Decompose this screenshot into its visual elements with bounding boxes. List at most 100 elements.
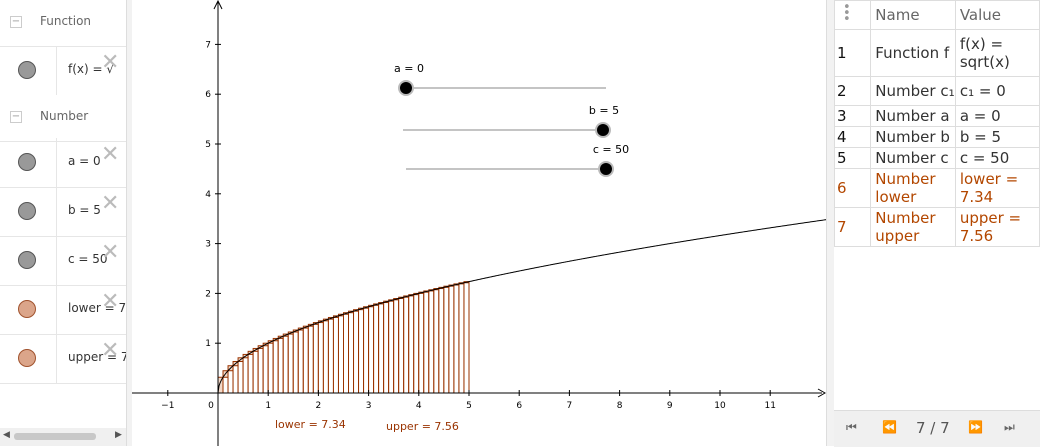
panel-divider[interactable]	[126, 0, 133, 446]
slider-knob[interactable]	[597, 124, 609, 136]
name-cell[interactable]: Number c₁	[870, 76, 956, 106]
row-header[interactable]: 5	[833, 147, 872, 169]
algebra-item-text[interactable]: a = 0	[68, 154, 101, 168]
scroll-left-icon[interactable]: ◀	[3, 430, 10, 440]
delete-icon[interactable]: ✕	[101, 240, 120, 265]
lower-sum-bar	[312, 323, 319, 394]
name-cell[interactable]: Number b	[870, 126, 956, 148]
lower-label[interactable]: lower = 7.34	[275, 418, 346, 431]
lower-sum-bar	[463, 282, 470, 394]
value-cell[interactable]: f(x) = sqrt(x)	[954, 29, 1040, 77]
x-tick-label: 5	[466, 401, 472, 411]
section-function[interactable]: − Function	[0, 0, 126, 47]
algebra-item-f[interactable]: f(x) = √ ✕	[0, 46, 126, 96]
upper-label[interactable]: upper = 7.56	[386, 420, 459, 433]
slider[interactable]: c = 50	[406, 143, 629, 177]
lower-sum-bar	[393, 299, 400, 394]
value-cell[interactable]: c₁ = 0	[954, 76, 1040, 106]
horizontal-scrollbar[interactable]: ◀ ▶	[0, 428, 126, 446]
algebra-item-b[interactable]: b = 5 ✕	[0, 187, 126, 237]
algebra-item-text[interactable]: f(x) = √	[68, 62, 115, 76]
spreadsheet-table: • • • Name Value 1 Function f f(x) = sqrt(x)…	[833, 0, 1040, 247]
collapse-icon[interactable]: −	[10, 16, 22, 28]
next-icon[interactable]: ⏩	[968, 420, 983, 434]
lower-sum-bar	[232, 365, 239, 394]
delete-icon[interactable]: ✕	[101, 50, 120, 75]
slider[interactable]: a = 0	[394, 62, 606, 96]
algebra-item-c[interactable]: c = 50 ✕	[0, 236, 126, 286]
last-icon[interactable]: ⏭	[1004, 420, 1015, 434]
lower-sum-bar	[453, 284, 460, 394]
visibility-marble-icon[interactable]	[18, 202, 36, 220]
algebra-item-upper[interactable]: upper = 7 ✕	[0, 334, 126, 384]
row-header[interactable]: 3	[833, 105, 872, 127]
menu-icon[interactable]: • • •	[843, 0, 851, 27]
visibility-marble-icon[interactable]	[18, 251, 36, 269]
y-tick-label: 3	[205, 240, 211, 250]
column-header-name[interactable]: Name	[870, 0, 956, 30]
algebra-item-lower[interactable]: lower = 7 ✕	[0, 285, 126, 335]
name-cell[interactable]: Number upper	[870, 207, 956, 247]
lower-sum-bar	[227, 370, 234, 394]
value-cell[interactable]: lower = 7.34	[954, 168, 1040, 208]
delete-icon[interactable]: ✕	[101, 289, 120, 314]
collapse-icon[interactable]: −	[10, 111, 22, 123]
first-icon[interactable]: ⏮	[846, 420, 857, 434]
x-tick-label: 4	[416, 401, 422, 411]
lower-sum-bar	[428, 290, 435, 394]
section-number[interactable]: − Number	[0, 95, 126, 142]
lower-sum-bar	[383, 302, 390, 394]
slider-label: a = 0	[394, 62, 424, 75]
algebra-item-text[interactable]: c = 50	[68, 252, 108, 266]
x-axis-arrow-icon	[817, 388, 826, 398]
visibility-marble-icon[interactable]	[18, 300, 36, 318]
row-header[interactable]: 2	[833, 76, 872, 106]
row-header[interactable]: 6	[833, 168, 872, 208]
delete-icon[interactable]: ✕	[101, 142, 120, 167]
row-header[interactable]: 4	[833, 126, 872, 148]
lower-sum-bar	[272, 340, 279, 394]
row-header[interactable]: 7	[833, 207, 872, 247]
function-curve[interactable]	[217, 219, 826, 394]
algebra-item-text[interactable]: b = 5	[68, 203, 101, 217]
y-axis-arrow-icon	[213, 0, 223, 10]
name-cell[interactable]: Number a	[870, 105, 956, 127]
lower-sum-bar	[257, 347, 264, 394]
name-cell[interactable]: Number lower	[870, 168, 956, 208]
visibility-marble-icon[interactable]	[18, 349, 36, 367]
value-cell[interactable]: c = 50	[954, 147, 1040, 169]
x-tick-label: 7	[567, 401, 573, 411]
algebra-item-text[interactable]: upper = 7	[68, 350, 126, 364]
lower-sum-bar	[237, 361, 244, 394]
column-header-value[interactable]: Value	[954, 0, 1040, 30]
algebra-item-a[interactable]: a = 0 ✕	[0, 138, 126, 188]
corner-cell[interactable]: • • •	[833, 0, 872, 30]
value-cell[interactable]: upper = 7.56	[954, 207, 1040, 247]
algebra-item-text[interactable]: lower = 7	[68, 301, 126, 315]
name-cell[interactable]: Number c	[870, 147, 956, 169]
scrollbar-thumb[interactable]	[14, 433, 96, 440]
slider-knob[interactable]	[600, 163, 612, 175]
lower-sum-bar	[348, 312, 355, 394]
lower-sum-bar	[332, 316, 339, 394]
value-cell[interactable]: b = 5	[954, 126, 1040, 148]
x-tick-label: 8	[617, 401, 623, 411]
delete-icon[interactable]: ✕	[101, 338, 120, 363]
scroll-right-icon[interactable]: ▶	[115, 430, 122, 440]
slider[interactable]: b = 5	[403, 104, 619, 138]
visibility-marble-icon[interactable]	[18, 153, 36, 171]
lower-sum-bar	[277, 337, 284, 394]
delete-icon[interactable]: ✕	[101, 191, 120, 216]
lower-sum-bar	[322, 320, 329, 394]
row-header[interactable]: 1	[833, 29, 872, 77]
lower-sum-bar	[267, 342, 274, 394]
prev-icon[interactable]: ⏪	[882, 420, 897, 434]
value-cell[interactable]: a = 0	[954, 105, 1040, 127]
visibility-marble-icon[interactable]	[18, 61, 36, 79]
slider-knob[interactable]	[400, 82, 412, 94]
spreadsheet-view: • • • Name Value 1 Function f f(x) = sqrt(x)…	[833, 0, 1040, 447]
name-cell[interactable]: Function f	[870, 29, 956, 77]
lower-sum-bar	[403, 296, 410, 394]
